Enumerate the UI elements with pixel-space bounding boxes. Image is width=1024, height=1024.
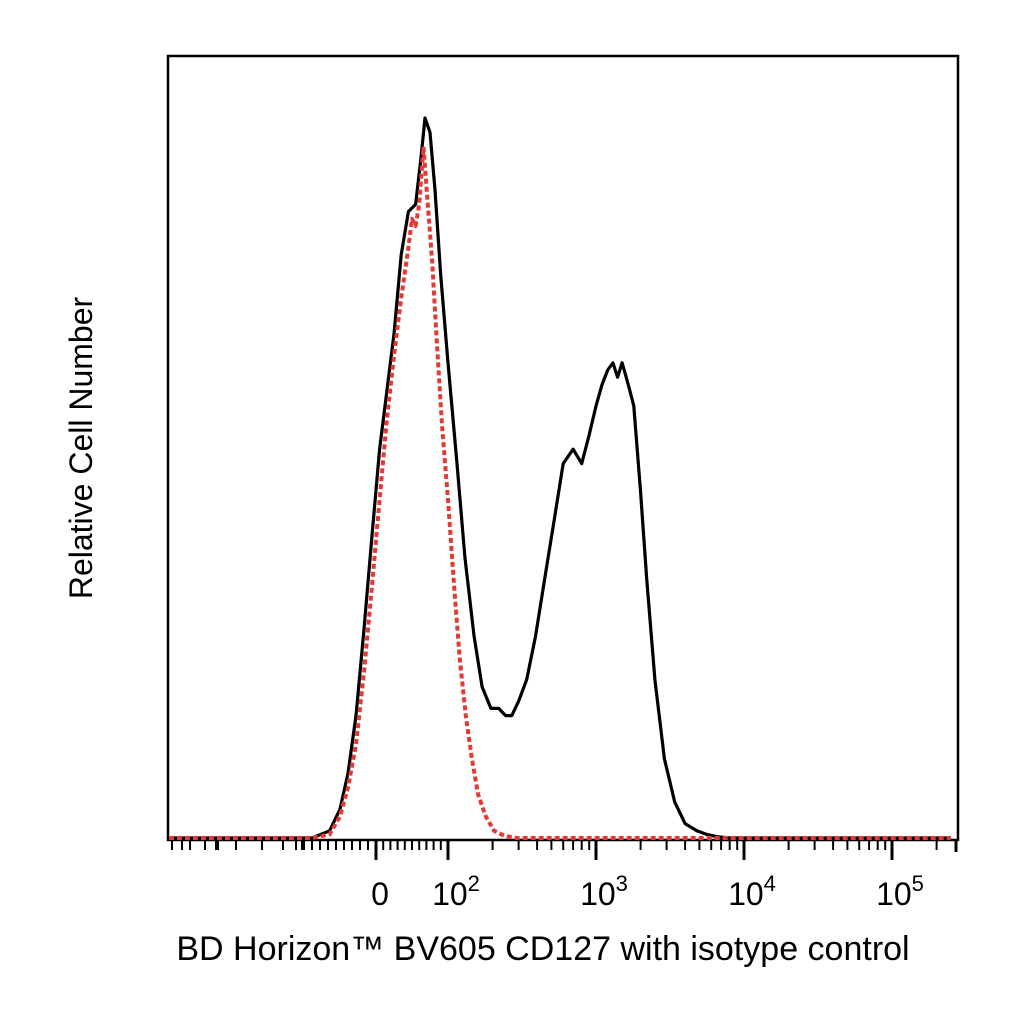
- curves: [169, 116, 951, 840]
- y-axis-label: Relative Cell Number: [63, 296, 99, 599]
- x-tick-label: 103: [580, 871, 628, 912]
- isotype-control-curve: [169, 144, 951, 840]
- x-minor-ticks: [171, 840, 938, 850]
- x-tick-label: 104: [728, 871, 776, 912]
- x-major-ticks: [374, 840, 958, 860]
- x-tick-label: 102: [432, 871, 480, 912]
- x-tick-label: 0: [371, 876, 389, 912]
- plot-frame: [166, 54, 960, 842]
- x-axis-label: BD Horizon™ BV605 CD127 with isotype con…: [176, 930, 909, 968]
- x-tick-label: 105: [876, 871, 924, 912]
- x-tick-labels: 0 102 103 104 105: [371, 871, 924, 912]
- cd127-stain-curve: [169, 116, 951, 840]
